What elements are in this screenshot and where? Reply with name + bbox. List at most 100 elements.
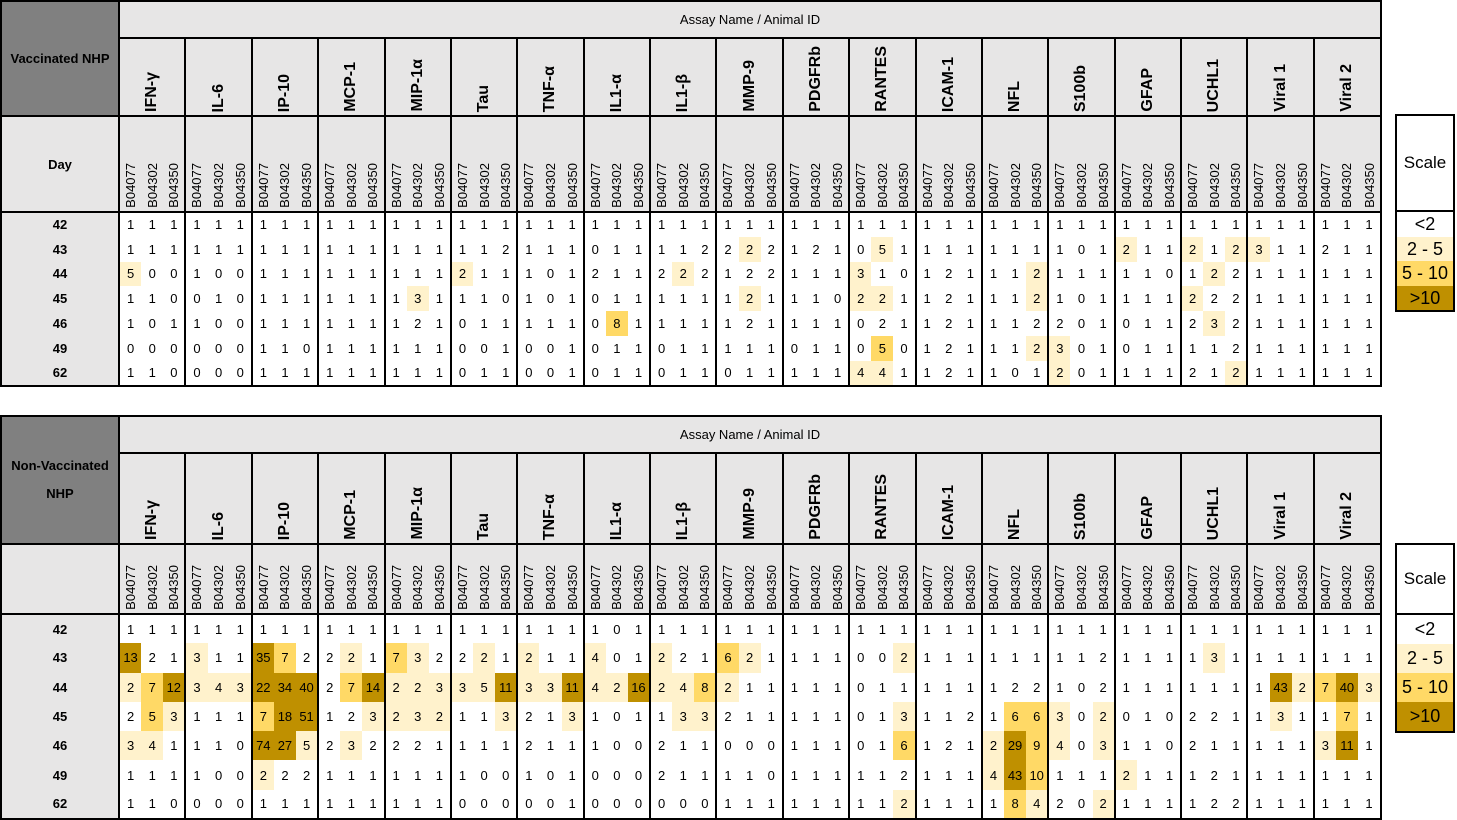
heatmap-cell: 1 [1158, 335, 1183, 361]
heatmap-cell: 4 [207, 672, 230, 702]
heatmap-cell: 1 [383, 261, 407, 287]
heatmap-cell: 2 [516, 701, 540, 732]
animal-id-header: B04350 [1158, 544, 1183, 615]
animal-id-header: B04077 [449, 544, 473, 615]
heatmap-cell: 2 [715, 672, 739, 702]
heatmap-cell: 1 [561, 236, 585, 262]
heatmap-cell: 2 [804, 236, 827, 262]
animal-id-header: B04302 [871, 116, 894, 213]
heatmap-cell: 2 [672, 643, 695, 673]
heatmap-cell: 1 [605, 236, 628, 262]
heatmap-cell: 1 [914, 360, 938, 387]
animal-id-header: B04350 [1225, 544, 1249, 615]
heatmap-cell: 1 [539, 701, 562, 732]
heatmap-cell: 1 [473, 311, 496, 336]
heatmap-cell: 1 [804, 789, 827, 820]
heatmap-cell: 3 [117, 731, 142, 761]
heatmap-cell: 1 [980, 643, 1004, 673]
heatmap-cell: 1 [1092, 286, 1116, 312]
heatmap-cell: 2 [516, 731, 540, 761]
heatmap-cell: 1 [1291, 212, 1315, 237]
heatmap-cell: 1 [250, 261, 274, 287]
heatmap-cell: 3 [1203, 311, 1226, 336]
heatmap-cell: 1 [1269, 760, 1292, 790]
heatmap-cell: 2 [1092, 643, 1116, 673]
heatmap-cell: 1 [383, 212, 407, 237]
assay-header: PDGFRb [781, 453, 851, 545]
heatmap-cell: 1 [760, 789, 784, 820]
heatmap-cell: 1 [959, 360, 983, 387]
heatmap-cell: 1 [893, 212, 917, 237]
heatmap-cell: 2 [340, 701, 363, 732]
heatmap-cell: 0 [1158, 731, 1183, 761]
heatmap-cell: 2 [738, 643, 761, 673]
heatmap-cell: 0 [516, 789, 540, 820]
heatmap-cell: 2 [1225, 286, 1249, 312]
heatmap-cell: 1 [980, 261, 1004, 287]
scale-item: 2 - 5 [1397, 236, 1453, 262]
heatmap-cell: 1 [1179, 789, 1204, 820]
heatmap-cell: 5 [473, 672, 496, 702]
heatmap-cell: 2 [1312, 236, 1336, 262]
heatmap-cell: 3 [184, 672, 208, 702]
animal-id-header: B04077 [582, 116, 606, 213]
heatmap-cell: 1 [1269, 236, 1292, 262]
heatmap-cell: 0 [539, 261, 562, 287]
heatmap-cell: 1 [1246, 731, 1270, 761]
heatmap-cell: 1 [340, 760, 363, 790]
heatmap-cell: 2 [473, 643, 496, 673]
heatmap-cell: 0 [582, 286, 606, 312]
heatmap-cell: 1 [296, 286, 320, 312]
animal-id-header: B04077 [516, 544, 540, 615]
heatmap-cell: 35 [250, 643, 274, 673]
heatmap-cell: 1 [1203, 614, 1226, 644]
heatmap-cell: 3 [694, 701, 718, 732]
heatmap-cell: 1 [715, 261, 739, 287]
heatmap-cell: 2 [1225, 261, 1249, 287]
heatmap-cell: 1 [1004, 614, 1027, 644]
heatmap-cell: 0 [582, 789, 606, 820]
animal-id-header: B04077 [582, 544, 606, 615]
heatmap-cell: 1 [914, 672, 938, 702]
animal-id-header: B04077 [184, 544, 208, 615]
heatmap-cell: 2 [1203, 789, 1226, 820]
heatmap-cell: 2 [383, 731, 407, 761]
animal-id-header: B04077 [117, 116, 142, 213]
heatmap-cell: 1 [1335, 286, 1358, 312]
heatmap-cell: 1 [937, 212, 960, 237]
assay-header: RANTES [848, 453, 917, 545]
heatmap-cell: 1 [694, 614, 718, 644]
heatmap-cell: 1 [495, 212, 519, 237]
heatmap-cell: 1 [1092, 311, 1116, 336]
heatmap-cell: 1 [1158, 614, 1183, 644]
heatmap-cell: 1 [715, 311, 739, 336]
heatmap-cell: 0 [163, 261, 187, 287]
heatmap-cell: 3 [428, 672, 452, 702]
animal-id-header: B04302 [1269, 116, 1292, 213]
non-vaccinated-heatmap: Non-Vaccinated NHP Assay Name / Animal ID… [0, 415, 1383, 820]
heatmap-cell: 1 [117, 789, 142, 820]
heatmap-cell: 2 [1203, 286, 1226, 312]
heatmap-cell: 0 [848, 643, 872, 673]
heatmap-cell: 2 [937, 335, 960, 361]
heatmap-cell: 2 [273, 760, 296, 790]
animal-id-header: B04302 [539, 544, 562, 615]
heatmap-cell: 1 [317, 335, 341, 361]
heatmap-cell: 7 [273, 643, 296, 673]
heatmap-cell: 1 [781, 614, 805, 644]
heatmap-cell: 0 [539, 789, 562, 820]
heatmap-cell: 1 [781, 236, 805, 262]
heatmap-cell: 10 [1026, 760, 1050, 790]
heatmap-cell: 1 [1358, 614, 1382, 644]
heatmap-cell: 11 [495, 672, 519, 702]
heatmap-cell: 1 [827, 731, 851, 761]
heatmap-cell: 1 [1291, 311, 1315, 336]
heatmap-cell: 1 [1246, 614, 1270, 644]
animal-id-header: B04350 [1291, 544, 1315, 615]
heatmap-cell: 1 [959, 760, 983, 790]
heatmap-cell: 1 [449, 760, 473, 790]
heatmap-cell: 1 [1158, 212, 1183, 237]
heatmap-cell: 1 [694, 760, 718, 790]
animal-id-header: B04077 [383, 544, 407, 615]
